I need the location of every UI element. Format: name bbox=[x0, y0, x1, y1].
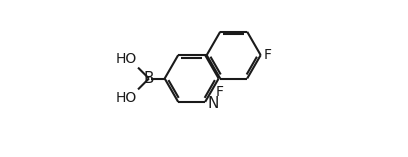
Text: F: F bbox=[215, 85, 224, 99]
Text: B: B bbox=[144, 71, 154, 86]
Text: N: N bbox=[208, 96, 220, 111]
Text: HO: HO bbox=[115, 52, 137, 66]
Text: F: F bbox=[264, 48, 271, 62]
Text: HO: HO bbox=[115, 91, 137, 105]
